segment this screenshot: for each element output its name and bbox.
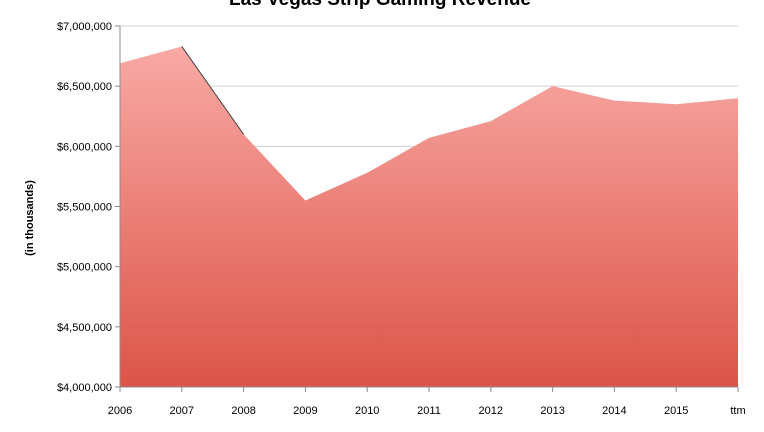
x-tick-label: 2011 bbox=[417, 405, 441, 417]
y-tick-label: $6,000,000 bbox=[57, 141, 112, 153]
axes bbox=[115, 25, 739, 392]
x-tick-label: 2010 bbox=[355, 405, 379, 417]
y-tick-label: $4,000,000 bbox=[57, 382, 112, 394]
y-tick-label: $5,000,000 bbox=[57, 262, 112, 274]
x-tick-label: 2015 bbox=[664, 405, 688, 417]
x-tick-label: 2008 bbox=[231, 405, 255, 417]
area-series bbox=[120, 46, 738, 387]
y-tick-label: $5,500,000 bbox=[57, 202, 112, 214]
y-tick-label: $6,500,000 bbox=[57, 81, 112, 93]
area-fill bbox=[120, 46, 738, 387]
chart-title: Las Vegas Strip Gaming Revenue bbox=[229, 0, 531, 10]
y-tick-labels: $4,000,000 $4,500,000 $5,000,000 $5,500,000… bbox=[57, 21, 112, 394]
x-tick-label: 2007 bbox=[170, 405, 194, 417]
x-tick-label: 2009 bbox=[293, 405, 317, 417]
x-tick-label: 2006 bbox=[108, 405, 132, 417]
y-axis-title: (in thousands) bbox=[24, 180, 36, 256]
y-tick-label: $7,000,000 bbox=[57, 21, 112, 33]
x-tick-labels: 2006 2007 2008 2009 2010 2011 2012 2013 2014 2015… bbox=[108, 405, 746, 417]
x-tick-label: 2012 bbox=[479, 405, 503, 417]
area-edge-segment bbox=[181, 46, 245, 135]
x-tick-label: 2014 bbox=[602, 405, 626, 417]
x-tick-label: ttm bbox=[730, 405, 745, 417]
y-tick-label: $4,500,000 bbox=[57, 322, 112, 334]
x-tick-label: 2013 bbox=[540, 405, 564, 417]
